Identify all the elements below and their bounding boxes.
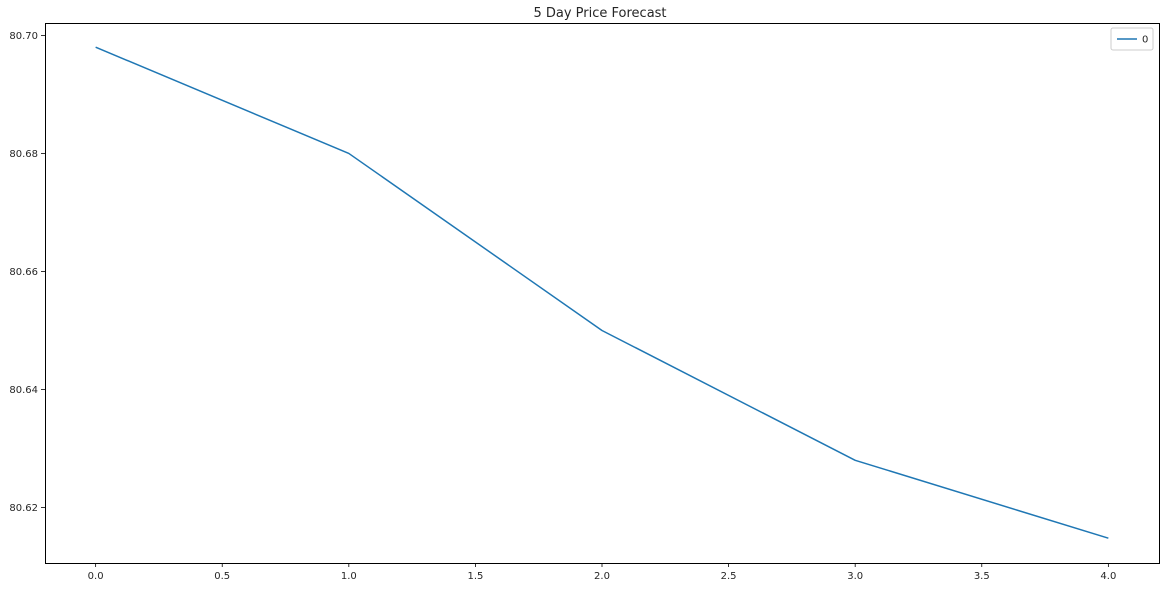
legend: 0 <box>1110 27 1154 51</box>
y-tick-label: 80.64 <box>9 385 38 396</box>
y-tick-label: 80.66 <box>9 267 38 278</box>
plot-frame <box>45 23 1160 564</box>
y-tick-label: 80.68 <box>9 149 38 160</box>
axis-ticks: 0.0 0.5 1.0 1.5 2.0 2.5 3.0 3.5 4.0 80.62 80.64 80.… <box>9 31 1116 582</box>
y-tick-label: 80.62 <box>9 503 38 514</box>
chart-title: 5 Day Price Forecast <box>533 6 666 21</box>
x-tick-label: 3.5 <box>974 571 990 582</box>
x-tick-label: 1.5 <box>467 571 483 582</box>
x-tick-label: 0.5 <box>214 571 230 582</box>
series-line-0 <box>95 46 1109 539</box>
x-tick-label: 0.0 <box>88 571 104 582</box>
y-tick-label: 80.70 <box>9 31 38 42</box>
series-layer <box>95 46 1109 539</box>
x-tick-label: 2.0 <box>594 571 610 582</box>
x-tick-label: 2.5 <box>721 571 737 582</box>
x-tick-label: 4.0 <box>1100 571 1116 582</box>
legend-label-0: 0 <box>1142 35 1148 46</box>
x-tick-label: 1.0 <box>341 571 357 582</box>
x-tick-label: 3.0 <box>847 571 863 582</box>
